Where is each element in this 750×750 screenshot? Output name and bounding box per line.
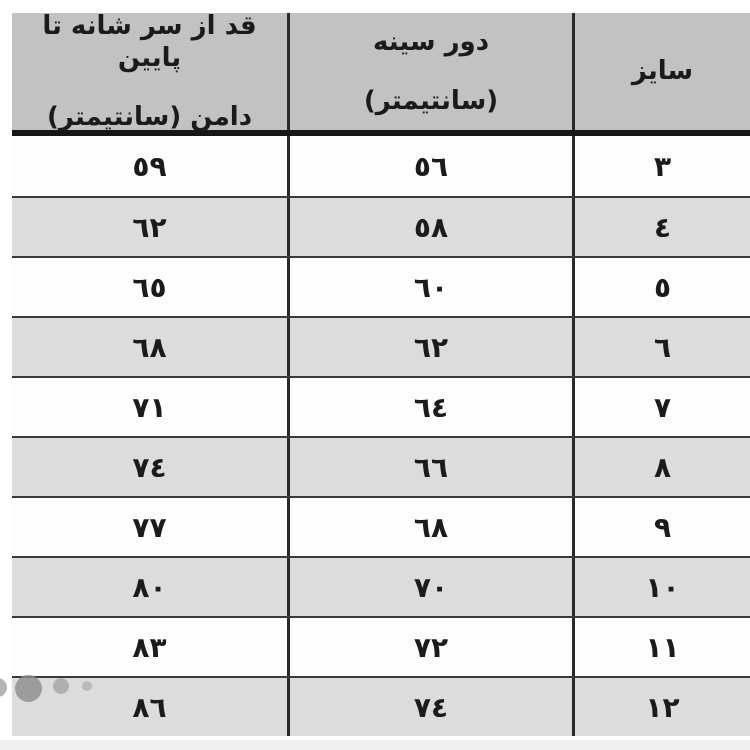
length-cell: ٨٦ xyxy=(12,678,287,736)
chest-value: ٧٢ xyxy=(413,630,449,664)
table-row: ٥ ٦٠ ٦٥ xyxy=(12,256,750,316)
size-value: ٣ xyxy=(653,149,672,183)
length-value: ٥٩ xyxy=(132,149,167,183)
length-cell: ٧٤ xyxy=(12,438,287,496)
chest-cell: ٦٢ xyxy=(287,318,572,376)
dot-icon xyxy=(0,678,7,697)
length-cell: ٦٢ xyxy=(12,198,287,256)
size-cell: ٩ xyxy=(572,498,750,556)
chest-cell: ٦٠ xyxy=(287,258,572,316)
chest-value: ٥٨ xyxy=(413,210,449,244)
size-cell: ٣ xyxy=(572,136,750,196)
size-cell: ٨ xyxy=(572,438,750,496)
length-cell: ٧١ xyxy=(12,378,287,436)
chest-value: ٦٦ xyxy=(413,450,449,484)
header-cell-chest: دور سینه (سانتیمتر) xyxy=(287,13,572,130)
length-value: ٧٤ xyxy=(132,450,167,484)
bottom-strip xyxy=(0,740,750,750)
size-value: ٨ xyxy=(653,450,672,484)
size-cell: ٧ xyxy=(572,378,750,436)
length-cell: ٦٨ xyxy=(12,318,287,376)
chest-value: ٧٠ xyxy=(413,570,449,604)
table-row: ٩ ٦٨ ٧٧ xyxy=(12,496,750,556)
size-value: ١٢ xyxy=(645,690,680,724)
chest-cell: ٥٨ xyxy=(287,198,572,256)
size-value: ٦ xyxy=(653,330,672,364)
length-cell: ٧٧ xyxy=(12,498,287,556)
length-value: ٨٦ xyxy=(132,690,167,724)
table-row: ١٢ ٧٤ ٨٦ xyxy=(12,676,750,736)
length-cell: ٦٥ xyxy=(12,258,287,316)
size-cell: ١٠ xyxy=(572,558,750,616)
size-value: ١١ xyxy=(645,630,680,664)
table-row: ١١ ٧٢ ٨٣ xyxy=(12,616,750,676)
size-value: ٧ xyxy=(653,390,672,424)
chest-cell: ٧٢ xyxy=(287,618,572,676)
chest-cell: ٦٦ xyxy=(287,438,572,496)
table-header-row: سایز دور سینه (سانتیمتر) قد از سر شانه ت… xyxy=(12,10,750,136)
table-row: ٧ ٦٤ ٧١ xyxy=(12,376,750,436)
table-row: ٤ ٥٨ ٦٢ xyxy=(12,196,750,256)
table-row: ٦ ٦٢ ٦٨ xyxy=(12,316,750,376)
header-cell-size: سایز xyxy=(572,13,750,130)
chest-cell: ٧٤ xyxy=(287,678,572,736)
size-cell: ١٢ xyxy=(572,678,750,736)
table-row: ١٠ ٧٠ ٨٠ xyxy=(12,556,750,616)
size-cell: ٥ xyxy=(572,258,750,316)
length-cell: ٨٠ xyxy=(12,558,287,616)
size-value: ٩ xyxy=(653,510,672,544)
size-cell: ٤ xyxy=(572,198,750,256)
size-column-label: سایز xyxy=(631,56,694,87)
length-column-label-line2: دامن (سانتیمتر) xyxy=(46,101,253,132)
length-value: ٧٧ xyxy=(132,510,167,544)
length-value: ٨٣ xyxy=(132,630,167,664)
chest-value: ٦٠ xyxy=(413,270,449,304)
length-value: ٦٥ xyxy=(132,270,167,304)
length-value: ٦٨ xyxy=(132,330,167,364)
size-chart-table: سایز دور سینه (سانتیمتر) قد از سر شانه ت… xyxy=(12,10,750,736)
chest-cell: ٧٠ xyxy=(287,558,572,616)
chest-value: ٦٤ xyxy=(413,390,449,424)
length-value: ٧١ xyxy=(132,390,167,424)
length-cell: ٨٣ xyxy=(12,618,287,676)
chest-cell: ٦٨ xyxy=(287,498,572,556)
chest-column-label-line2: (سانتیمتر) xyxy=(363,85,499,116)
chest-value: ٧٤ xyxy=(413,690,449,724)
size-value: ٤ xyxy=(653,210,672,244)
size-cell: ٦ xyxy=(572,318,750,376)
table-row: ٨ ٦٦ ٧٤ xyxy=(12,436,750,496)
chest-value: ٥٦ xyxy=(413,149,449,183)
length-value: ٦٢ xyxy=(132,210,167,244)
table-row: ٣ ٥٦ ٥٩ xyxy=(12,136,750,196)
size-cell: ١١ xyxy=(572,618,750,676)
chest-cell: ٥٦ xyxy=(287,136,572,196)
header-cell-length: قد از سر شانه تا پایین دامن (سانتیمتر) xyxy=(12,10,287,132)
length-value: ٨٠ xyxy=(132,570,167,604)
size-value: ١٠ xyxy=(645,570,680,604)
chest-cell: ٦٤ xyxy=(287,378,572,436)
table-body: ٣ ٥٦ ٥٩ ٤ ٥٨ ٦٢ ٥ ٦٠ ٦٥ ٦ xyxy=(12,136,750,736)
chest-column-label-line1: دور سینه xyxy=(372,27,490,57)
chest-value: ٦٨ xyxy=(413,510,449,544)
length-column-label-line1: قد از سر شانه تا پایین xyxy=(42,10,257,74)
length-cell: ٥٩ xyxy=(12,136,287,196)
chest-value: ٦٢ xyxy=(413,330,449,364)
size-value: ٥ xyxy=(653,270,672,304)
